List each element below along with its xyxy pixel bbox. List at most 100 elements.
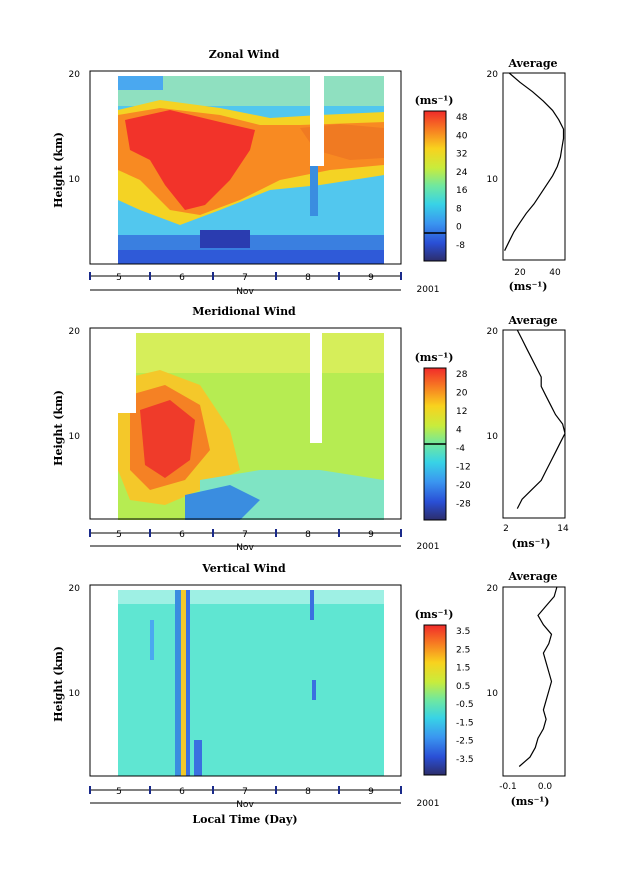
colorbar-tick-label: -12 <box>456 463 471 473</box>
average-profile-line <box>504 72 565 251</box>
y-axis-label: Height (km) <box>52 646 65 722</box>
avg-x-tick: -0.1 <box>499 782 517 792</box>
avg-title: Average <box>507 570 557 583</box>
unit-label: (ms⁻¹) <box>415 94 454 107</box>
x-day-tick-label: 9 <box>368 787 374 797</box>
y-tick-label: 20 <box>487 327 499 337</box>
x-day-tick-label: 8 <box>305 530 311 540</box>
y-axis-label: Height (km) <box>52 390 65 466</box>
colorbar-tick-label: -20 <box>456 481 471 491</box>
avg-title: Average <box>507 57 557 70</box>
avg-x-tick: 40 <box>549 268 561 278</box>
colorbar-tick-label: 48 <box>456 113 468 123</box>
avg-x-label: (ms⁻¹) <box>512 537 551 550</box>
colorbar: (ms⁻¹) <box>415 351 454 521</box>
y-tick-label: 20 <box>487 584 499 594</box>
colorbar: (ms⁻¹) <box>415 94 454 262</box>
y-tick-label: 10 <box>487 689 499 699</box>
y-tick-label: 20 <box>487 70 499 80</box>
plot-frame <box>89 327 402 520</box>
avg-x-tick: 14 <box>557 524 569 534</box>
plot-frame <box>89 584 402 777</box>
x-day-tick-label: 6 <box>179 530 185 540</box>
colorbar-tick-label: 4 <box>456 426 462 436</box>
colorbar-tick-label: 24 <box>456 168 468 178</box>
x-day-tick-label: 9 <box>368 273 374 283</box>
unit-label: (ms⁻¹) <box>415 351 454 364</box>
heatmap-meridional <box>118 333 384 520</box>
month-label: Nov <box>236 543 254 553</box>
unit-label: (ms⁻¹) <box>415 608 454 621</box>
y-tick-label: 20 <box>69 70 81 80</box>
y-ticks: 20 10 <box>69 70 81 185</box>
colorbar-tick-label: -3.5 <box>456 755 474 765</box>
time-axis: Nov <box>90 275 401 297</box>
panel-meridional-wind: Meridional Wind Height (km) 20 10 Nov 20… <box>52 305 569 553</box>
y-ticks: 20 10 <box>69 584 81 699</box>
average-profile-line <box>516 329 566 509</box>
x-axis-title: Local Time (Day) <box>192 813 297 826</box>
colorbar-tick-label: 0.5 <box>456 682 470 692</box>
month-label: Nov <box>236 800 254 810</box>
avg-x-label: (ms⁻¹) <box>509 280 548 293</box>
y-axis-label: Height (km) <box>52 132 65 208</box>
panel-title: Meridional Wind <box>192 305 296 318</box>
x-day-tick-label: 8 <box>305 273 311 283</box>
plot-frame <box>89 70 402 265</box>
heatmap-vertical <box>118 590 384 776</box>
x-day-tick-label: 5 <box>116 787 122 797</box>
colorbar-tick-label: -8 <box>456 241 465 251</box>
y-ticks: 20 10 <box>69 327 81 442</box>
year-label: 2001 <box>417 285 440 295</box>
colorbar-tick-label: 12 <box>456 407 467 417</box>
average-profile: Average 20 10 2 14 (ms⁻¹) <box>487 314 569 550</box>
avg-x-tick: 2 <box>503 524 509 534</box>
x-day-tick-label: 7 <box>242 273 248 283</box>
x-day-tick-label: 5 <box>116 273 122 283</box>
colorbar-tick-label: -2.5 <box>456 737 474 747</box>
time-axis: Nov <box>90 532 401 553</box>
y-tick-label: 20 <box>69 584 81 594</box>
colorbar-tick-label: -1.5 <box>456 718 474 728</box>
colorbar-tick-label: 32 <box>456 150 467 160</box>
colorbar-tick-label: -28 <box>456 500 471 510</box>
average-profile: Average 20 10 -0.1 0.0 (ms⁻¹) <box>487 570 566 808</box>
colorbar-tick-label: 28 <box>456 370 468 380</box>
panel-zonal-wind: Zonal Wind Height (km) 20 10 Nov 2001 <box>52 48 566 297</box>
y-tick-label: 10 <box>487 175 499 185</box>
colorbar-tick-label: 40 <box>456 131 468 141</box>
x-day-tick-label: 9 <box>368 530 374 540</box>
y-tick-label: 10 <box>69 689 81 699</box>
colorbar-tick-label: 0 <box>456 223 462 233</box>
avg-x-tick: 20 <box>514 268 526 278</box>
y-tick-label: 10 <box>69 175 81 185</box>
colorbar-tick-label: 8 <box>456 204 462 214</box>
panel-vertical-wind: Vertical Wind Height (km) 20 10 Nov 2001… <box>52 562 566 826</box>
x-day-tick-label: 6 <box>179 787 185 797</box>
average-profile-line <box>518 586 558 767</box>
colorbar-tick-label: 3.5 <box>456 627 470 637</box>
average-profile: Average 20 10 20 40 (ms⁻¹) <box>487 57 566 293</box>
year-label: 2001 <box>417 799 440 809</box>
x-day-tick-label: 8 <box>305 787 311 797</box>
x-day-tick-label: 6 <box>179 273 185 283</box>
panel-title: Vertical Wind <box>201 562 286 575</box>
month-label: Nov <box>236 287 254 297</box>
colorbar-tick-label: 2.5 <box>456 645 470 655</box>
colorbar-tick-label: -4 <box>456 444 465 454</box>
panel-title: Zonal Wind <box>209 48 280 61</box>
y-tick-label: 10 <box>487 432 499 442</box>
x-day-tick-label: 7 <box>242 530 248 540</box>
colorbar: (ms⁻¹) <box>415 608 454 776</box>
colorbar-tick-label: 16 <box>456 186 468 196</box>
colorbar-tick-label: 20 <box>456 389 468 399</box>
time-axis: Nov <box>90 789 401 810</box>
x-day-tick-label: 7 <box>242 787 248 797</box>
avg-x-label: (ms⁻¹) <box>511 795 550 808</box>
avg-x-tick: 0.0 <box>538 782 553 792</box>
heatmap-zonal <box>118 76 384 264</box>
y-tick-label: 10 <box>69 432 81 442</box>
colorbar-tick-label: 1.5 <box>456 664 470 674</box>
avg-title: Average <box>507 314 557 327</box>
